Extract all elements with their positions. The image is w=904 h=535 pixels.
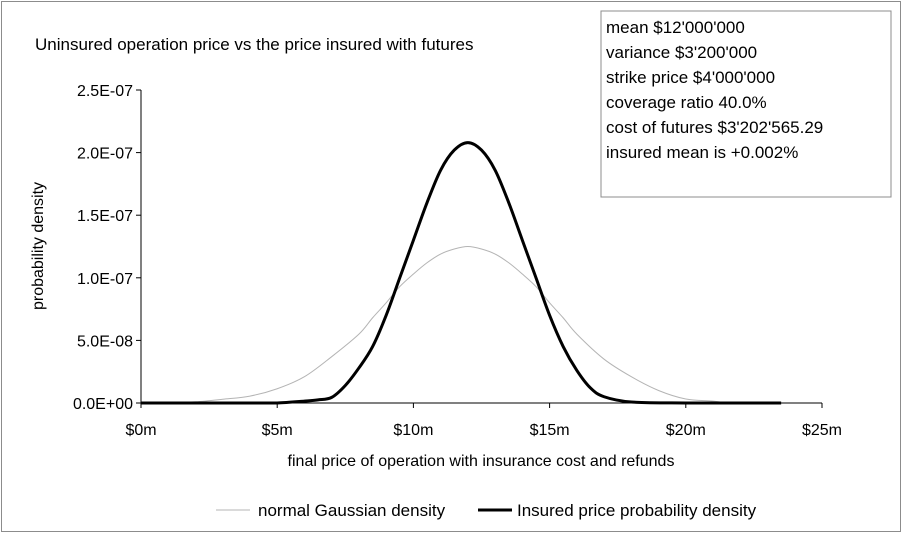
x-tick-label: $15m	[530, 422, 570, 439]
x-tick-label: $5m	[262, 422, 293, 439]
y-axis-label: probability density	[30, 182, 47, 310]
info-line-cost: cost of futures $3'202'565.29	[606, 118, 823, 137]
y-tick-label: 0.0E+00	[73, 396, 133, 413]
info-box: mean $12'000'000 variance $3'200'000 str…	[600, 10, 892, 198]
series-line-gaussian	[140, 246, 727, 404]
x-tick-label: $0m	[125, 422, 156, 439]
info-line-variance: variance $3'200'000	[606, 43, 757, 62]
x-tick-label: $20m	[666, 422, 706, 439]
info-box-border	[600, 10, 892, 198]
chart-title: Uninsured operation price vs the price i…	[35, 35, 473, 54]
x-tick-label: $25m	[802, 422, 842, 439]
y-tick-label: 2.0E-07	[77, 146, 133, 163]
y-tick-label: 1.0E-07	[77, 271, 133, 288]
info-line-strike: strike price $4'000'000	[606, 68, 775, 87]
legend: normal Gaussian density Insured price pr…	[216, 501, 757, 520]
plot-area: 0.0E+00 5.0E-08 1.0E-07 1.5E-07 2.0E-07 2.5E-…	[73, 83, 842, 439]
x-axis-label: final price of operation with insurance …	[288, 453, 675, 470]
y-tick-label: 2.5E-07	[77, 83, 133, 100]
info-line-insured-mean: insured mean is +0.002%	[606, 143, 798, 162]
x-tick-label: $10m	[393, 422, 433, 439]
y-tick-label: 1.5E-07	[77, 208, 133, 225]
legend-label-insured: Insured price probability density	[517, 501, 757, 520]
series-line-insured	[141, 141, 782, 405]
y-tick-label: 5.0E-08	[77, 333, 133, 350]
info-line-mean: mean $12'000'000	[606, 18, 745, 37]
legend-label-gaussian: normal Gaussian density	[258, 501, 446, 520]
info-line-coverage: coverage ratio 40.0%	[606, 93, 767, 112]
